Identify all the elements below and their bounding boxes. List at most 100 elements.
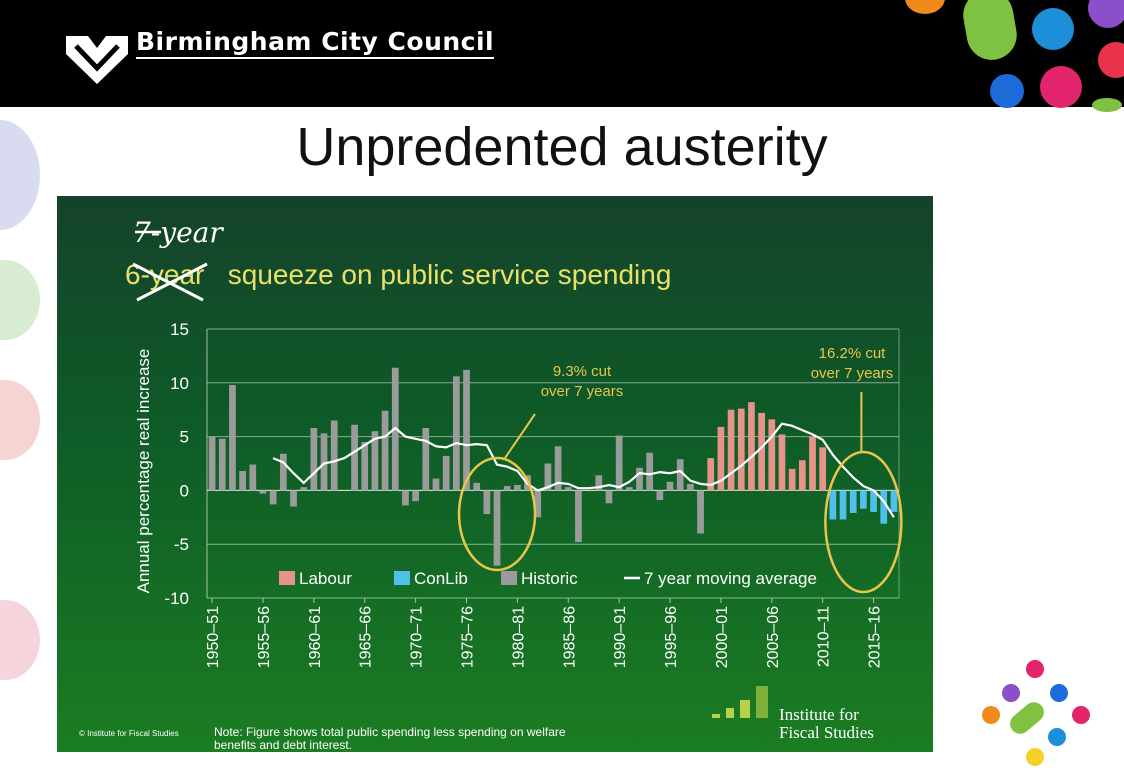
decorative-dot	[990, 74, 1024, 108]
legend-label: Historic	[521, 569, 578, 588]
ifs-logo-bar	[740, 700, 750, 718]
x-tick-label: 1975–76	[460, 606, 477, 668]
bar-labour	[727, 409, 735, 491]
annotation-text: 9.3% cut	[553, 363, 612, 380]
strike-line	[132, 262, 204, 302]
decorative-dot	[1092, 98, 1122, 112]
bar-historic	[615, 435, 623, 491]
bar-conlib	[829, 490, 837, 520]
header-bar: Birmingham City Council	[0, 0, 1124, 112]
legend-label: Labour	[299, 569, 352, 588]
bar-historic	[422, 427, 430, 491]
legend-label: ConLib	[414, 569, 468, 588]
x-tick-label: 2010–11	[816, 606, 833, 667]
background-decoration	[0, 380, 40, 460]
x-tick-label: 1970–71	[409, 606, 426, 668]
bar-historic	[229, 384, 236, 491]
y-tick-label: -10	[164, 589, 189, 608]
bar-historic	[656, 490, 664, 501]
bar-historic	[269, 490, 277, 505]
bar-historic	[605, 490, 613, 504]
decorative-dot	[982, 706, 1000, 724]
decorative-dot	[1098, 42, 1124, 78]
bar-historic	[412, 490, 419, 502]
x-tick-label: 1950–51	[205, 606, 222, 668]
x-tick-label: 2005–06	[765, 606, 782, 668]
y-tick-label: 0	[180, 481, 189, 500]
annotation-text: 16.2% cut	[819, 345, 887, 362]
bar-historic	[452, 376, 460, 491]
chart-panel: 7-year 6-year squeeze on public service …	[57, 196, 933, 752]
bar-historic	[646, 452, 654, 491]
decorative-dot	[905, 0, 945, 14]
bar-historic	[493, 490, 501, 566]
bar-historic	[544, 463, 552, 491]
background-decoration	[0, 600, 40, 680]
bar-historic	[249, 464, 257, 491]
bar-historic	[483, 490, 491, 515]
bar-labour	[707, 458, 715, 491]
annotation-text: over 7 years	[541, 383, 624, 400]
annotation-ellipse	[824, 450, 903, 594]
bar-historic	[534, 490, 542, 518]
decorative-dot	[1002, 684, 1020, 702]
bar-historic	[361, 441, 369, 491]
bar-historic	[676, 459, 684, 491]
bar-historic	[463, 369, 470, 491]
bar-conlib	[870, 490, 877, 512]
bar-labour	[768, 419, 776, 491]
strike-line	[136, 262, 208, 302]
bar-historic	[697, 490, 704, 534]
annotation-text: over 7 years	[811, 365, 894, 382]
decorative-dot	[1040, 66, 1082, 108]
decorative-dot	[1048, 728, 1066, 746]
decorative-dot	[959, 0, 1021, 64]
bar-historic	[687, 483, 694, 491]
bar-labour	[819, 447, 827, 491]
legend-swatch	[279, 571, 295, 585]
bar-historic	[330, 420, 338, 491]
bar-historic	[503, 486, 511, 491]
bar-historic	[300, 487, 308, 491]
bar-historic	[636, 467, 643, 491]
bar-historic	[381, 410, 389, 491]
bar-labour	[748, 402, 755, 491]
bar-historic	[554, 446, 562, 491]
bar-labour	[758, 412, 765, 491]
bar-historic	[218, 438, 226, 491]
organization-name: Birmingham City Council	[136, 28, 495, 59]
bar-historic	[666, 481, 674, 491]
bar-historic	[625, 487, 633, 491]
bar-labour	[778, 434, 786, 491]
bar-historic	[290, 490, 297, 507]
y-tick-label: -5	[174, 535, 189, 554]
x-tick-label: 1985–86	[561, 606, 578, 668]
bar-conlib	[839, 490, 847, 520]
ifs-logo-bar	[726, 708, 734, 718]
bar-conlib	[849, 490, 857, 513]
annotation-ellipse	[457, 456, 537, 572]
y-tick-label: 10	[170, 374, 189, 393]
y-tick-label: 5	[180, 428, 189, 447]
y-tick-label: 15	[170, 320, 189, 339]
footnote-text: benefits and debt interest.	[214, 738, 352, 752]
bar-historic	[402, 490, 409, 506]
bar-labour	[737, 408, 745, 491]
x-tick-label: 1995–96	[663, 606, 680, 668]
x-tick-label: 2000–01	[714, 606, 731, 668]
annotation-pointer	[504, 413, 536, 459]
x-tick-label: 1960–61	[307, 606, 324, 668]
decorative-dot	[1026, 748, 1044, 766]
bar-historic	[473, 482, 481, 491]
ifs-logo-bar	[756, 686, 768, 718]
bar-historic	[442, 455, 450, 491]
bar-labour	[809, 436, 816, 491]
bar-historic	[208, 436, 216, 491]
bar-conlib	[860, 490, 867, 509]
council-logo-icon	[66, 36, 128, 84]
bar-historic	[320, 433, 328, 491]
bar-historic	[595, 475, 603, 491]
chart-svg: 7-year 6-year squeeze on public service …	[79, 216, 903, 752]
moving-average-line	[272, 422, 895, 518]
bar-historic	[371, 431, 379, 491]
